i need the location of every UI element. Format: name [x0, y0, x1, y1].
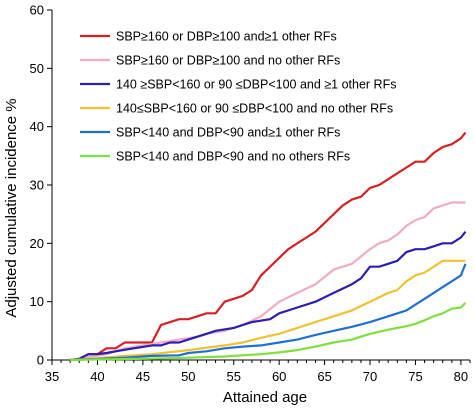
x-tick-label: 80	[454, 369, 468, 384]
x-tick-label: 70	[363, 369, 377, 384]
y-tick-label: 50	[30, 61, 44, 76]
y-tick-label: 20	[30, 236, 44, 251]
x-tick-label: 55	[227, 369, 241, 384]
x-tick-label: 45	[136, 369, 150, 384]
y-tick-label: 40	[30, 119, 44, 134]
legend-label-5: SBP<140 and DBP<90 and≥1 other RFs	[116, 126, 340, 140]
x-axis: 35 40 45 50 55 60 65 70 75 80	[45, 359, 471, 384]
y-tick-label: 0	[37, 353, 44, 368]
y-axis-title: Adjusted cumulative incidence %	[3, 98, 20, 317]
legend-label-4: 140≤SBP<160 or 90 ≤DBP<100 and no other …	[116, 102, 393, 116]
legend-label-1: SBP≥160 or DBP≥100 and≥1 other RFs	[116, 30, 337, 44]
series-line-2	[70, 201, 466, 362]
y-tick-label: 10	[30, 294, 44, 309]
series-line-3	[70, 231, 467, 362]
legend-label-2: SBP≥160 or DBP≥100 and no other RFs	[116, 54, 340, 68]
series-line-6	[70, 302, 467, 362]
y-axis: 0 10 20 30 40 50 60	[30, 3, 53, 368]
series-line-1	[70, 131, 467, 362]
y-tick-label: 30	[30, 178, 44, 193]
x-tick-label: 75	[408, 369, 422, 384]
legend-label-3: 140 ≥SBP<160 or 90 ≤DBP<100 and ≥1 other…	[116, 78, 396, 92]
x-tick-label: 60	[272, 369, 286, 384]
x-axis-title: Attained age	[223, 389, 307, 406]
legend-label-6: SBP<140 and DBP<90 and no others RFs	[116, 150, 350, 164]
x-tick-label: 40	[90, 369, 104, 384]
legend: SBP≥160 or DBP≥100 and≥1 other RFs SBP≥16…	[80, 30, 396, 164]
series-lines	[70, 131, 467, 362]
x-tick-label: 50	[181, 369, 195, 384]
y-tick-label: 60	[30, 3, 44, 18]
series-line-4	[70, 259, 466, 362]
x-tick-label: 35	[45, 369, 59, 384]
x-tick-label: 65	[317, 369, 331, 384]
series-line-5	[70, 263, 467, 362]
